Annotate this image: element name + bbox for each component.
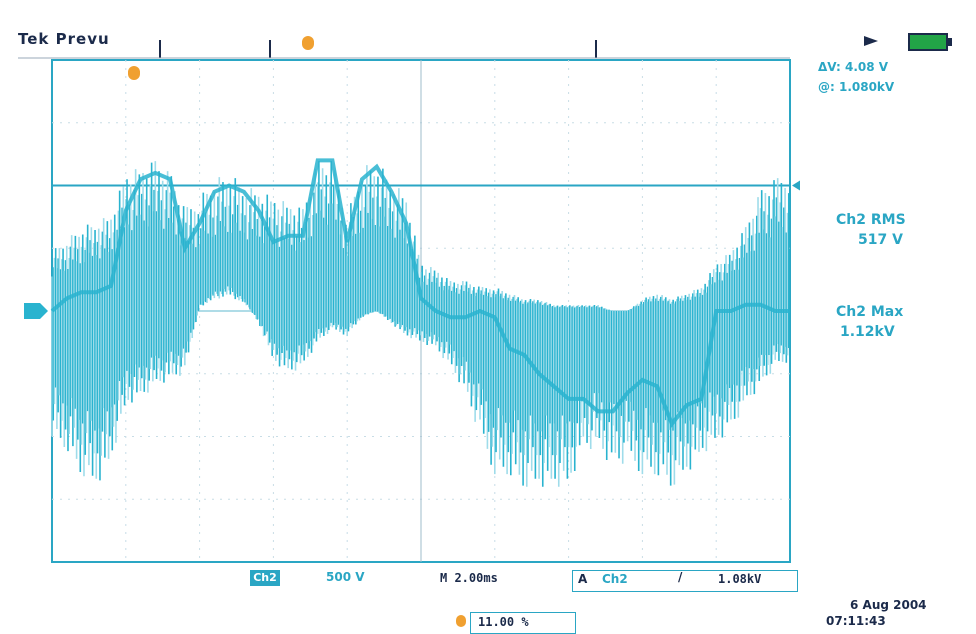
trigger-slope: / — [678, 570, 683, 584]
brand-label: Tek — [18, 30, 50, 48]
trigger-arrow-icon — [864, 36, 878, 46]
cursor-marker-icon — [792, 180, 800, 191]
ch2-max-value: 1.12kV — [840, 324, 895, 340]
cursor-delta-readout: ΔV: 4.08 V — [818, 60, 889, 74]
trigger-symbol: A — [578, 572, 588, 586]
waveform-mean-line — [50, 158, 790, 428]
trigger-channel: Ch2 — [602, 572, 628, 586]
trigger-position: 11.00 % — [478, 615, 529, 629]
ch2-rms-label: Ch2 RMS — [836, 212, 906, 228]
mode-label: Prevu — [55, 30, 110, 48]
trigger-marker-top-icon — [302, 36, 314, 50]
trigger-offset-marker-icon — [456, 615, 466, 627]
trigger-position-marker-icon — [128, 66, 140, 80]
ch2-rms-value: 517 V — [858, 232, 903, 248]
timebase-readout: M 2.00ms — [440, 571, 498, 585]
cursor-at-readout: @: 1.080kV — [818, 80, 895, 94]
time-readout: 07:11:43 — [826, 614, 886, 628]
channel-badge: Ch2 — [250, 570, 280, 586]
scope-header: Tek Prevu — [18, 30, 110, 48]
battery-icon — [908, 33, 952, 51]
volts-per-div: 500 V — [326, 570, 365, 584]
trigger-box — [572, 570, 798, 592]
ch2-max-label: Ch2 Max — [836, 304, 904, 320]
date-readout: 6 Aug 2004 — [850, 598, 927, 612]
ground-marker-icon — [24, 303, 48, 319]
trigger-level: 1.08kV — [718, 572, 762, 586]
